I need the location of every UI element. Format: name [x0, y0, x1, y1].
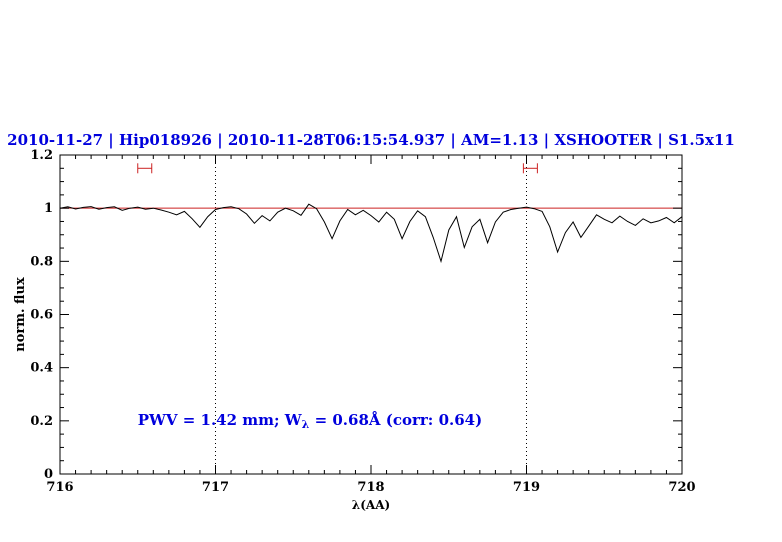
x-tick-label: 716 [46, 480, 73, 495]
x-tick-label: 718 [357, 480, 384, 495]
x-tick-label: 717 [202, 480, 229, 495]
y-tick-label: 0.6 [30, 308, 53, 323]
x-axis-label: λ(AA) [352, 498, 390, 512]
x-tick-label: 720 [668, 480, 695, 495]
y-tick-label: 0.4 [30, 361, 53, 376]
y-tick-label: 1.2 [30, 148, 53, 163]
y-axis-label: norm. flux [13, 277, 28, 352]
annotation-pwv: PWV = 1.42 mm; Wλ = 0.68Å (corr: 0.64) [138, 411, 482, 431]
y-tick-label: 1 [44, 201, 53, 216]
spectrum-line [59, 203, 683, 264]
x-tick-label: 719 [513, 480, 540, 495]
plot-title: 2010-11-27 | Hip018926 | 2010-11-28T06:1… [7, 131, 735, 149]
y-tick-label: 0.8 [30, 254, 53, 269]
range-marker [137, 163, 153, 174]
y-tick-label: 0 [44, 467, 53, 482]
y-tick-label: 0.2 [30, 414, 53, 429]
range-marker [522, 163, 538, 174]
